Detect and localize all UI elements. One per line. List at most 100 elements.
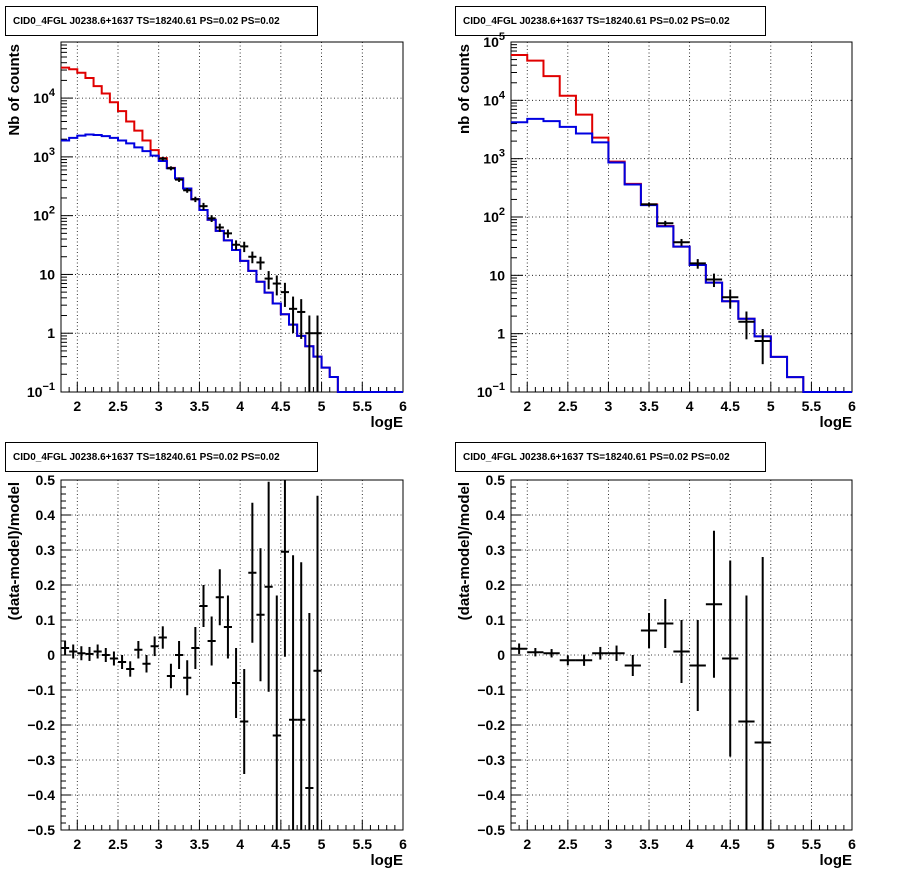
data-point bbox=[313, 495, 322, 830]
data-point bbox=[527, 648, 544, 657]
data-point bbox=[722, 560, 739, 757]
x-tick-label: 3.5 bbox=[190, 836, 210, 852]
data-point bbox=[175, 641, 184, 669]
y-tick-label: −0.4 bbox=[477, 787, 505, 803]
y-tick-label: 105 bbox=[483, 31, 505, 50]
chart-title: CID0_4FGL J0238.6+1637 TS=18240.61 PS=0.… bbox=[463, 16, 730, 27]
data-point bbox=[689, 259, 706, 269]
data-point bbox=[305, 613, 314, 830]
data-point bbox=[305, 315, 314, 392]
x-tick-label: 3 bbox=[605, 398, 613, 414]
chart-panel-1: CID0_4FGL J0238.6+1637 TS=18240.61 PS=0.… bbox=[5, 6, 407, 431]
y-tick-label: 102 bbox=[33, 205, 55, 224]
y-tick-label-base: 10 bbox=[483, 151, 499, 167]
y-tick-label: 0.2 bbox=[36, 577, 56, 593]
y-tick-label-base: 10 bbox=[483, 209, 499, 225]
series-line-red bbox=[61, 66, 403, 393]
x-tick-label: 4.5 bbox=[720, 836, 740, 852]
data-point bbox=[657, 220, 674, 227]
data-point bbox=[722, 289, 739, 309]
grid bbox=[61, 42, 403, 392]
y-tick-label-base: 10 bbox=[483, 34, 499, 50]
data-point bbox=[183, 660, 192, 696]
data-point bbox=[166, 166, 175, 171]
data-point bbox=[191, 627, 200, 669]
y-tick-label: 10−1 bbox=[27, 381, 55, 400]
data-point bbox=[673, 238, 690, 246]
x-tick-label: 6 bbox=[848, 398, 856, 414]
data-point bbox=[657, 599, 674, 648]
chart-panel-3: CID0_4FGL J0238.6+1637 TS=18240.61 PS=0.… bbox=[5, 442, 407, 869]
data-point bbox=[199, 585, 208, 627]
grid bbox=[511, 42, 852, 392]
chart-title: CID0_4FGL J0238.6+1637 TS=18240.61 PS=0.… bbox=[13, 452, 280, 463]
data-point bbox=[256, 256, 265, 270]
data-point bbox=[297, 299, 306, 339]
y-tick-label-base: 10 bbox=[483, 92, 499, 108]
data-point bbox=[126, 661, 135, 677]
title-box bbox=[5, 6, 318, 36]
data-point bbox=[559, 655, 576, 666]
x-tick-label: 2 bbox=[523, 836, 531, 852]
x-tick-label: 6 bbox=[848, 836, 856, 852]
chart-title: CID0_4FGL J0238.6+1637 TS=18240.61 PS=0.… bbox=[463, 452, 730, 463]
title-box bbox=[455, 442, 766, 472]
data-point bbox=[199, 202, 208, 210]
y-tick-label-exponent: 3 bbox=[499, 148, 505, 160]
data-point bbox=[215, 223, 224, 232]
x-tick-label: 6 bbox=[399, 836, 407, 852]
data-point bbox=[69, 644, 78, 659]
x-tick-label: 2 bbox=[73, 398, 81, 414]
data-point bbox=[183, 188, 192, 193]
x-tick-label: 6 bbox=[399, 398, 407, 414]
data-point bbox=[175, 177, 184, 182]
data-point bbox=[640, 202, 658, 207]
x-tick-label: 3 bbox=[155, 398, 163, 414]
y-tick-label: 0.5 bbox=[36, 472, 56, 488]
data-point bbox=[289, 296, 298, 334]
grid bbox=[511, 480, 852, 830]
data-point bbox=[272, 275, 281, 296]
y-tick-label: −0.2 bbox=[477, 717, 505, 733]
y-tick-label: −0.3 bbox=[477, 752, 505, 768]
x-tick-label: 5 bbox=[318, 836, 326, 852]
y-tick-label-base: 10 bbox=[33, 149, 49, 165]
data-point bbox=[93, 644, 102, 659]
x-tick-label: 5.5 bbox=[353, 836, 373, 852]
data-point bbox=[264, 271, 273, 290]
y-tick-label: −0.2 bbox=[27, 717, 55, 733]
y-tick-label: 1 bbox=[497, 326, 505, 342]
data-point bbox=[77, 646, 86, 661]
x-tick-label: 2.5 bbox=[108, 398, 128, 414]
x-tick-label: 5 bbox=[767, 836, 775, 852]
data-point bbox=[705, 530, 723, 678]
data-point bbox=[272, 595, 281, 830]
y-tick-label: 104 bbox=[33, 87, 56, 106]
data-point bbox=[248, 251, 257, 264]
data-point bbox=[575, 654, 593, 666]
data-point bbox=[543, 649, 560, 658]
data-point bbox=[608, 645, 625, 661]
data-point bbox=[223, 595, 232, 659]
x-tick-label: 2.5 bbox=[558, 398, 578, 414]
y-tick-label: −0.5 bbox=[477, 822, 505, 838]
y-tick-label-base: 10 bbox=[33, 90, 49, 106]
data-point bbox=[232, 648, 241, 718]
series-line-red bbox=[511, 53, 852, 393]
data-point bbox=[280, 282, 289, 307]
x-axis-label: logE bbox=[371, 852, 404, 869]
y-tick-label: 0.5 bbox=[486, 472, 506, 488]
data-point bbox=[705, 273, 723, 288]
plot-frame bbox=[60, 41, 404, 393]
data-point bbox=[142, 655, 151, 673]
y-tick-label-exponent: −1 bbox=[492, 381, 505, 393]
x-tick-label: 4 bbox=[686, 836, 694, 852]
y-tick-label-exponent: 5 bbox=[499, 31, 505, 43]
x-tick-label: 5.5 bbox=[802, 398, 822, 414]
x-tick-label: 4.5 bbox=[720, 398, 740, 414]
chart-title: CID0_4FGL J0238.6+1637 TS=18240.61 PS=0.… bbox=[13, 16, 280, 27]
x-tick-label: 5.5 bbox=[802, 836, 822, 852]
x-tick-label: 3.5 bbox=[190, 398, 210, 414]
y-tick-label: −0.1 bbox=[27, 682, 55, 698]
